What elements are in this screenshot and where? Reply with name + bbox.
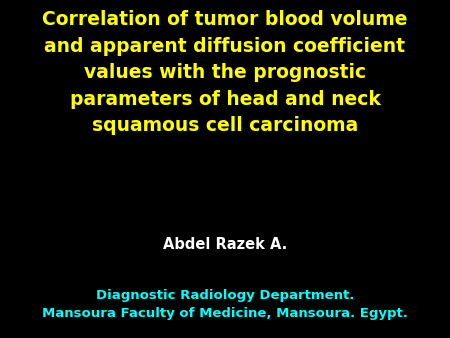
Text: Correlation of tumor blood volume
and apparent diffusion coefficient
values with: Correlation of tumor blood volume and ap… bbox=[42, 10, 408, 135]
Text: Diagnostic Radiology Department.
Mansoura Faculty of Medicine, Mansoura. Egypt.: Diagnostic Radiology Department. Mansour… bbox=[42, 289, 408, 320]
Text: Abdel Razek A.: Abdel Razek A. bbox=[163, 237, 287, 251]
